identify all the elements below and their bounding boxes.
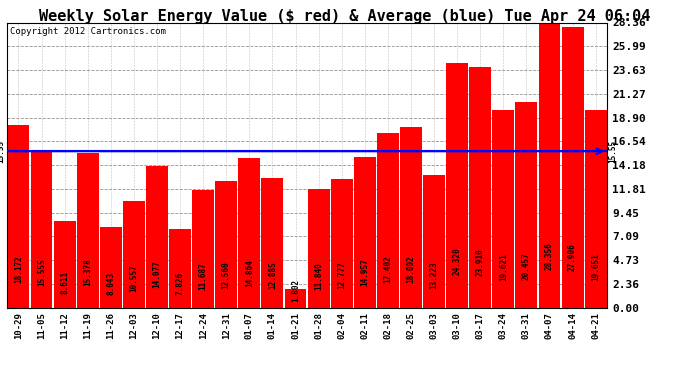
Bar [538, 22, 560, 308]
Bar [215, 181, 237, 308]
Bar [146, 166, 168, 308]
Bar [377, 133, 399, 308]
Text: 7.826: 7.826 [175, 272, 184, 295]
Bar [100, 226, 121, 308]
Bar [284, 290, 306, 308]
Bar [493, 110, 514, 308]
Text: 24.320: 24.320 [453, 248, 462, 275]
Bar [77, 153, 99, 308]
Bar [354, 157, 376, 308]
Text: 11.687: 11.687 [199, 262, 208, 290]
Text: 28.356: 28.356 [545, 243, 554, 270]
Text: 8.043: 8.043 [106, 272, 115, 295]
Text: 12.777: 12.777 [337, 261, 346, 289]
Bar [54, 221, 76, 308]
Text: 18.002: 18.002 [406, 255, 415, 283]
Bar [262, 178, 284, 308]
Text: 20.457: 20.457 [522, 252, 531, 280]
Text: 27.906: 27.906 [568, 243, 577, 271]
Bar [169, 229, 191, 308]
Bar [308, 189, 330, 308]
Bar [8, 125, 30, 308]
Text: 23.910: 23.910 [475, 248, 484, 276]
Text: 15.378: 15.378 [83, 258, 92, 286]
Text: 17.402: 17.402 [384, 256, 393, 284]
Text: 19.651: 19.651 [591, 253, 600, 281]
Text: 8.611: 8.611 [60, 271, 69, 294]
Text: 13.223: 13.223 [430, 261, 439, 288]
Text: 11.840: 11.840 [314, 262, 323, 290]
Text: 19.621: 19.621 [499, 253, 508, 281]
Bar [515, 102, 538, 308]
Bar [331, 179, 353, 308]
Bar [423, 175, 445, 308]
Text: 12.560: 12.560 [221, 262, 230, 290]
Bar [400, 127, 422, 308]
Bar [30, 151, 52, 308]
Bar [584, 110, 607, 308]
Text: 18.172: 18.172 [14, 255, 23, 283]
Text: 15.55: 15.55 [609, 140, 618, 163]
Bar [123, 201, 145, 308]
Bar [446, 63, 468, 308]
Text: 15.555: 15.555 [37, 258, 46, 286]
Bar [469, 67, 491, 308]
Text: 12.885: 12.885 [268, 261, 277, 289]
Text: 15.55: 15.55 [0, 140, 6, 163]
Bar [238, 158, 260, 308]
Text: 14.077: 14.077 [152, 260, 161, 288]
Text: Weekly Solar Energy Value ($ red) & Average (blue) Tue Apr 24 06:04: Weekly Solar Energy Value ($ red) & Aver… [39, 9, 651, 24]
Text: 14.864: 14.864 [245, 259, 254, 286]
Text: 14.957: 14.957 [360, 259, 369, 286]
Text: 10.557: 10.557 [130, 264, 139, 292]
Bar [193, 190, 214, 308]
Text: 1.802: 1.802 [291, 279, 300, 302]
Text: Copyright 2012 Cartronics.com: Copyright 2012 Cartronics.com [10, 27, 166, 36]
Bar [562, 27, 584, 308]
